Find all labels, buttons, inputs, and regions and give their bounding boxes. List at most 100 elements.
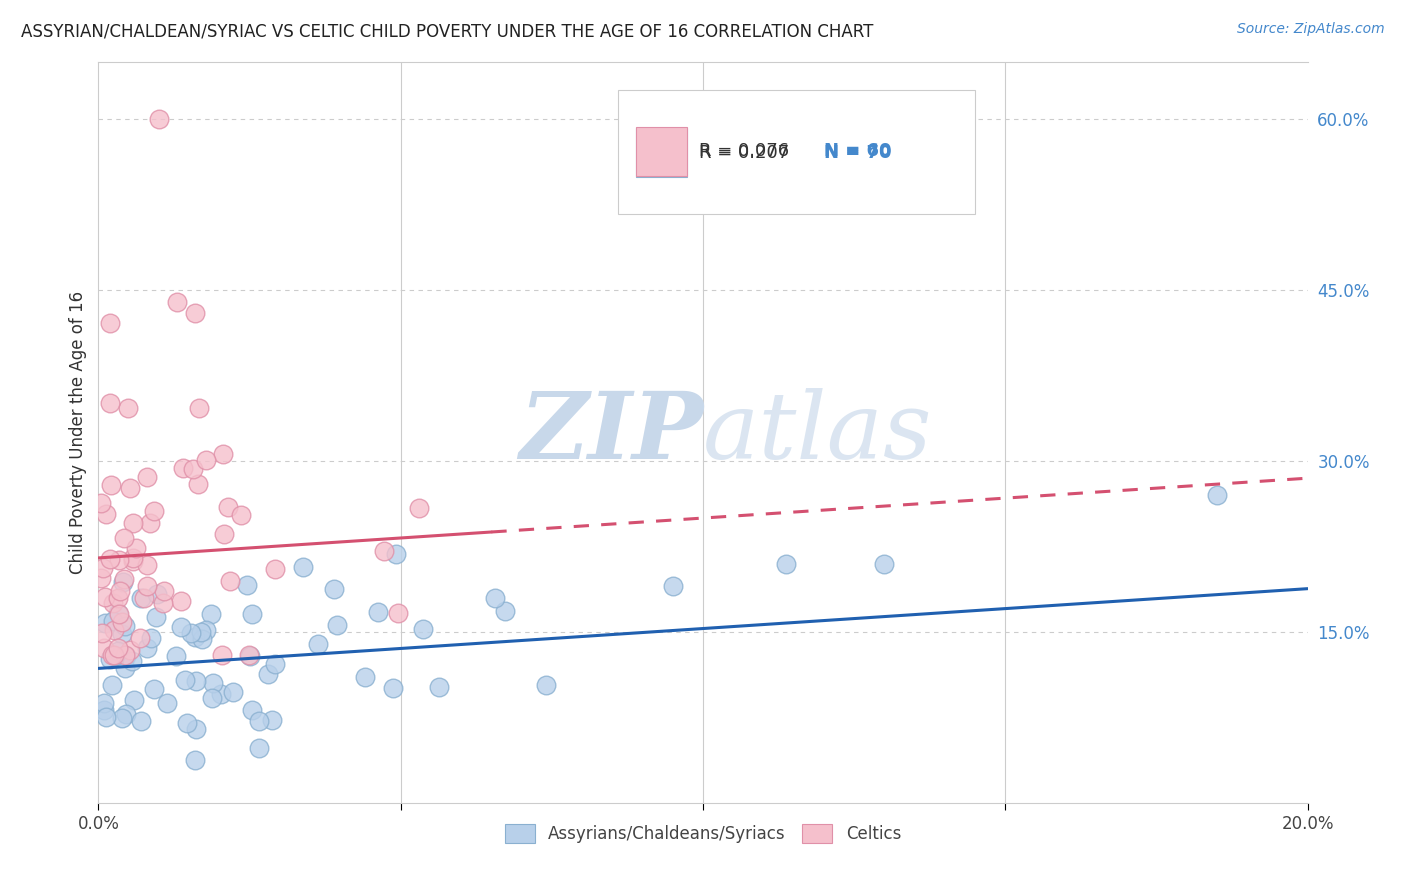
Point <box>93 703 115 717</box>
Point <box>152 596 174 610</box>
Point <box>128 632 150 646</box>
Point <box>183 461 205 475</box>
Point <box>114 648 136 662</box>
Point <box>195 453 218 467</box>
Point <box>110 627 132 641</box>
Point <box>115 648 138 663</box>
Text: N = 70: N = 70 <box>824 144 891 161</box>
Point <box>240 703 263 717</box>
Point <box>148 112 170 127</box>
Point <box>326 617 349 632</box>
Legend: Assyrians/Chaldeans/Syriacs, Celtics: Assyrians/Chaldeans/Syriacs, Celtics <box>498 817 908 850</box>
Point <box>112 573 135 587</box>
Point <box>136 558 159 572</box>
Text: N = 60: N = 60 <box>824 143 891 161</box>
Point <box>229 508 252 522</box>
Point <box>412 622 434 636</box>
Text: ZIP: ZIP <box>519 388 703 477</box>
Point <box>101 614 124 628</box>
Point <box>1206 488 1229 502</box>
Point <box>169 593 191 607</box>
Point <box>98 551 121 566</box>
Point <box>427 680 450 694</box>
Point <box>211 648 233 662</box>
Point <box>122 554 145 568</box>
Point <box>194 624 217 638</box>
Point <box>104 648 127 663</box>
Point <box>98 396 121 410</box>
Point <box>120 482 142 496</box>
Point <box>387 607 409 621</box>
Point <box>169 620 191 634</box>
Point <box>98 652 121 666</box>
Point <box>112 574 135 589</box>
Point <box>238 648 260 662</box>
Point <box>136 640 159 655</box>
FancyBboxPatch shape <box>619 90 976 214</box>
Point <box>121 654 143 668</box>
Point <box>103 623 125 637</box>
Point <box>239 649 262 664</box>
Point <box>107 591 129 605</box>
Point <box>184 630 207 644</box>
Point <box>190 625 212 640</box>
Point <box>131 591 153 605</box>
Point <box>114 618 136 632</box>
Point <box>111 711 134 725</box>
Point <box>153 584 176 599</box>
Point <box>484 591 506 605</box>
Point <box>367 605 389 619</box>
Point <box>212 526 235 541</box>
Point <box>107 640 129 655</box>
Point <box>247 740 270 755</box>
Point <box>143 682 166 697</box>
Point <box>187 476 209 491</box>
Point <box>103 648 125 662</box>
Point <box>218 574 240 588</box>
Point <box>156 696 179 710</box>
Point <box>121 550 143 565</box>
Point <box>240 607 263 622</box>
Point <box>775 557 797 571</box>
Point <box>201 690 224 705</box>
Point <box>107 644 129 658</box>
Point <box>136 469 159 483</box>
Y-axis label: Child Poverty Under the Age of 16: Child Poverty Under the Age of 16 <box>69 291 87 574</box>
Point <box>385 547 408 561</box>
Point <box>354 670 377 684</box>
Point <box>100 477 122 491</box>
Point <box>212 447 235 461</box>
Point <box>139 631 162 645</box>
Point <box>103 596 125 610</box>
Point <box>172 461 194 475</box>
Point <box>110 584 132 599</box>
Point <box>247 714 270 728</box>
Point <box>408 501 430 516</box>
Point <box>222 685 245 699</box>
Point <box>90 496 112 510</box>
Point <box>101 678 124 692</box>
Point <box>292 559 315 574</box>
Point <box>94 508 117 522</box>
Point <box>494 604 516 618</box>
Point <box>186 722 208 736</box>
Point <box>200 607 222 622</box>
Point <box>145 610 167 624</box>
Point <box>262 713 284 727</box>
Point <box>146 587 169 601</box>
Point <box>186 673 208 688</box>
Point <box>323 582 346 596</box>
Point <box>661 579 683 593</box>
FancyBboxPatch shape <box>637 127 688 176</box>
Point <box>187 401 209 415</box>
Point <box>191 632 214 647</box>
Point <box>184 753 207 767</box>
Point <box>125 541 148 555</box>
Point <box>184 306 207 320</box>
Point <box>93 696 115 710</box>
Point <box>122 516 145 531</box>
Point <box>94 710 117 724</box>
Point <box>138 516 160 530</box>
Point <box>93 641 115 656</box>
Point <box>111 615 134 629</box>
